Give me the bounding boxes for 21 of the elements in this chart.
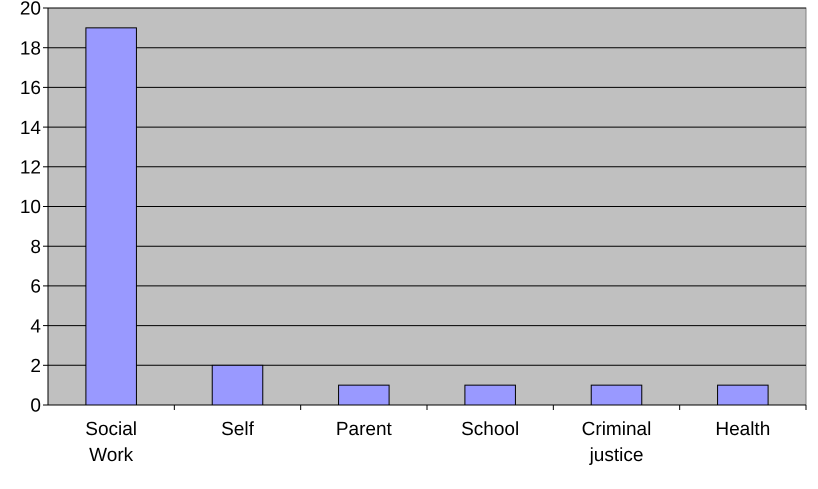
x-tick-label: Parent — [336, 419, 393, 440]
y-tick-label: 10 — [20, 197, 41, 218]
x-tick-label: Self — [221, 419, 255, 440]
y-tick-label: 4 — [30, 316, 42, 338]
bar — [590, 384, 642, 406]
x-tick-label: Health — [715, 419, 770, 440]
bar — [717, 384, 769, 406]
x-tick-label: School — [461, 419, 520, 440]
y-tick-label: 12 — [20, 157, 41, 178]
y-tick-label: 20 — [20, 0, 41, 20]
x-tick-label: Criminal justice — [582, 419, 652, 466]
y-tick-label: 6 — [30, 276, 41, 298]
y-tick-label: 14 — [20, 118, 42, 139]
y-tick-label: 16 — [20, 78, 41, 100]
y-tick-label: 2 — [30, 356, 41, 377]
y-tick-label: 18 — [20, 38, 41, 60]
y-tick-label: 8 — [30, 236, 41, 258]
bar — [464, 384, 516, 406]
x-tick-label: Social Work — [85, 419, 138, 466]
y-tick-label: 0 — [30, 396, 41, 417]
bar — [338, 384, 390, 406]
